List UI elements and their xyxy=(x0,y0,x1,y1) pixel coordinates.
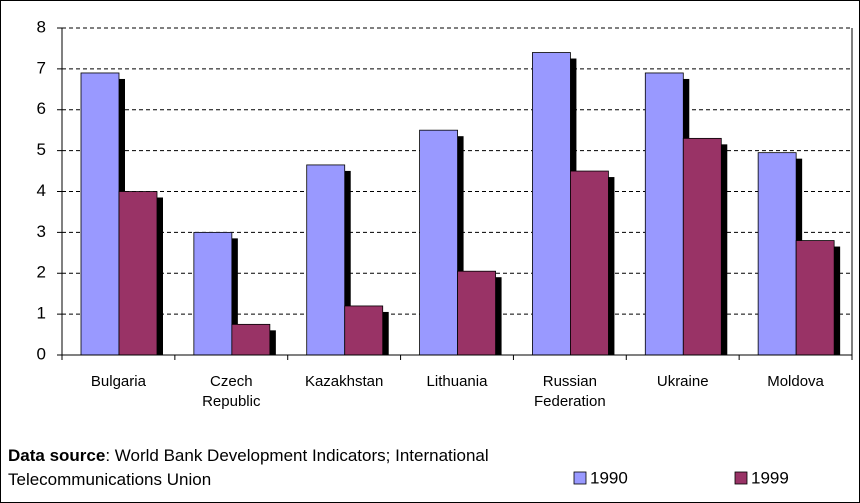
x-tick-label: Kazakhstan xyxy=(304,373,384,390)
bar xyxy=(644,72,684,356)
bar xyxy=(419,129,458,356)
legend-label: 1990 xyxy=(590,468,628,487)
y-tick-label: 7 xyxy=(37,58,46,77)
x-tick-label: Ukraine xyxy=(656,373,709,390)
y-tick-label: 2 xyxy=(37,263,46,282)
y-tick-label: 6 xyxy=(37,99,46,118)
bar xyxy=(344,305,384,356)
y-tick-label: 3 xyxy=(37,222,46,241)
x-tick-label: Moldova xyxy=(767,373,824,390)
bar xyxy=(306,164,346,356)
bar xyxy=(795,240,835,356)
y-tick-label: 8 xyxy=(37,17,46,36)
y-tick-label: 5 xyxy=(37,140,46,159)
source-text: : World Bank Development Indicators; Int… xyxy=(8,446,489,489)
y-tick-label: 4 xyxy=(37,181,46,200)
x-tick-label: Czech Republic xyxy=(202,373,261,410)
bar xyxy=(231,323,271,356)
bar xyxy=(193,231,233,356)
legend-swatch xyxy=(734,471,748,485)
y-tick-label: 1 xyxy=(37,304,46,323)
bar xyxy=(570,170,609,356)
x-tick-label: Bulgaria xyxy=(90,373,146,390)
bar xyxy=(682,137,722,356)
legend-label: 1999 xyxy=(751,468,789,487)
bar xyxy=(532,52,571,356)
bar xyxy=(80,72,120,356)
x-tick-label: Russian Federation xyxy=(533,373,606,410)
source-label: Data source xyxy=(8,446,106,465)
y-tick-label: 0 xyxy=(37,344,46,363)
x-tick-label: Lithuania xyxy=(426,373,488,390)
bar xyxy=(118,191,158,356)
bar xyxy=(757,152,797,356)
source-note: Data source: World Bank Development Indi… xyxy=(8,444,528,492)
legend-swatch xyxy=(573,471,587,485)
bar xyxy=(457,270,496,356)
